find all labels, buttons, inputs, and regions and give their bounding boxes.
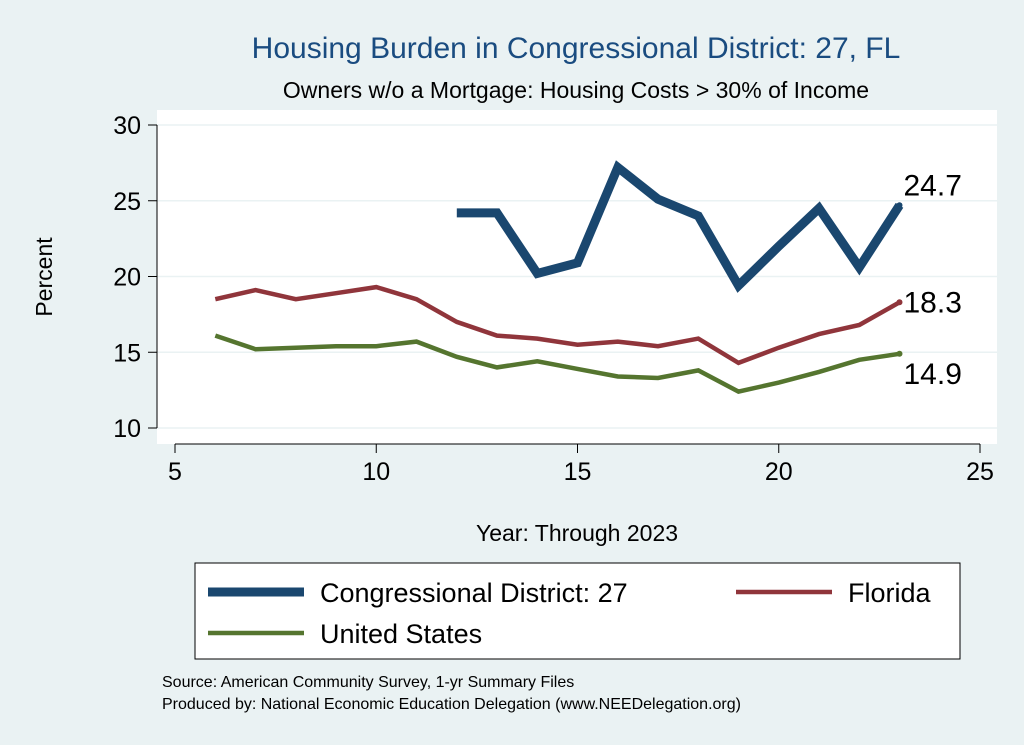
x-tick-label-20: 20 <box>765 458 793 486</box>
x-tick-label-5: 5 <box>168 458 182 486</box>
legend-label-united-states: United States <box>320 619 482 649</box>
y-tick-label-30: 30 <box>113 112 141 140</box>
series-lines: 24.7 18.3 14.9 <box>214 160 962 394</box>
legend-label-florida: Florida <box>848 578 932 608</box>
series-line-florida <box>214 284 901 366</box>
x-tick-label-25: 25 <box>966 458 994 486</box>
y-axis-label: Percent <box>31 237 57 317</box>
series-end-point-united-states <box>896 350 903 357</box>
chart-subtitle: Owners w/o a Mortgage: Housing Costs > 3… <box>283 77 869 103</box>
axes: 10 15 20 25 30 5 10 15 20 25 <box>113 112 994 486</box>
y-tick-label-15: 15 <box>113 339 141 367</box>
grid-lines <box>157 124 997 429</box>
end-label-congressional-district-27: 24.7 <box>904 169 962 202</box>
legend-box <box>194 562 961 660</box>
x-axis-label: Year: Through 2023 <box>476 520 678 546</box>
y-tick-label-20: 20 <box>113 264 141 292</box>
legend: Congressional District: 27 Florida United … <box>208 578 932 649</box>
series-line-congressional-district-27 <box>456 160 904 293</box>
end-label-united-states: 14.9 <box>904 358 962 391</box>
legend-label-congressional-district-27: Congressional District: 27 <box>320 578 628 608</box>
end-label-florida: 18.3 <box>904 286 962 319</box>
produced-by-line: Produced by: National Economic Education… <box>162 696 741 713</box>
y-tick-label-25: 25 <box>113 188 141 216</box>
y-tick-label-10: 10 <box>113 415 141 443</box>
chart-title: Housing Burden in Congressional District… <box>252 32 901 65</box>
x-tick-label-15: 15 <box>564 458 592 486</box>
x-tick-label-10: 10 <box>362 458 390 486</box>
series-end-point-florida <box>896 299 903 306</box>
series-end-point-congressional-district-27 <box>896 202 903 209</box>
series-line-united-states <box>214 333 900 394</box>
source-line: Source: American Community Survey, 1-yr … <box>162 674 574 691</box>
